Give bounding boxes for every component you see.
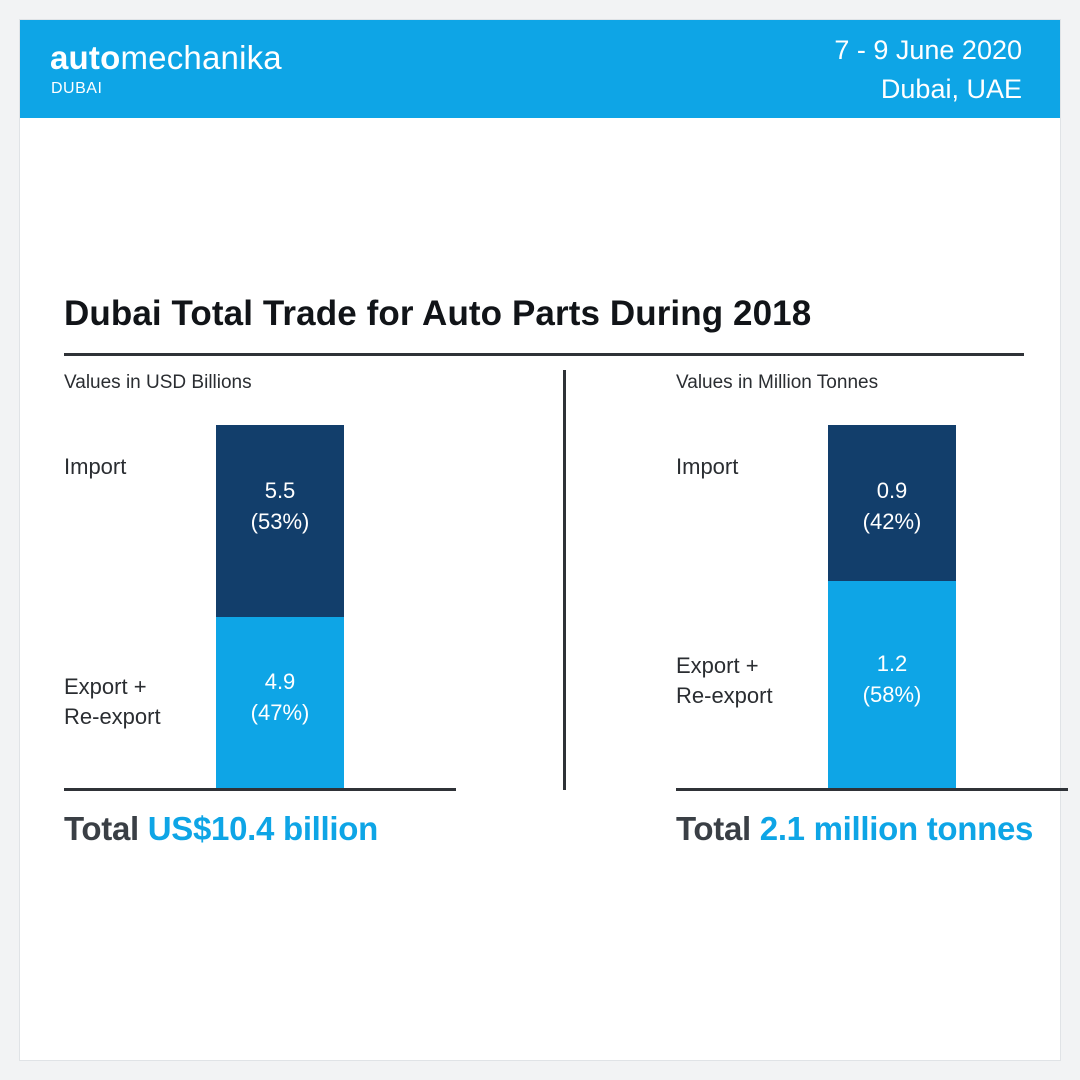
import-label: Import bbox=[676, 454, 739, 479]
brand-light: mechanika bbox=[120, 39, 282, 76]
header-banner: automechanika DUBAI 7 - 9 June 2020 Duba… bbox=[20, 20, 1060, 118]
baseline bbox=[676, 788, 1068, 791]
import-percent: (42%) bbox=[862, 509, 922, 534]
import-bar: 0.9 (42%) bbox=[828, 425, 956, 581]
export-label: Export + Re-export bbox=[676, 653, 773, 708]
import-value-label: 0.9 (42%) bbox=[828, 475, 956, 537]
title-rule bbox=[64, 353, 1024, 356]
import-bar: 5.5 (53%) bbox=[216, 425, 344, 617]
unit-label: Values in USD Billions bbox=[64, 372, 252, 393]
total-word: Total bbox=[64, 810, 139, 847]
baseline bbox=[64, 788, 456, 791]
import-percent: (53%) bbox=[250, 509, 310, 534]
import-value: 5.5 bbox=[264, 478, 296, 503]
export-value-label: 4.9 (47%) bbox=[216, 666, 344, 728]
event-location: Dubai, UAE bbox=[880, 74, 1022, 104]
brand-bold: auto bbox=[50, 39, 121, 76]
total-word: Total bbox=[676, 810, 751, 847]
unit-label: Values in Million Tonnes bbox=[676, 372, 879, 393]
infographic-card: automechanika DUBAI 7 - 9 June 2020 Duba… bbox=[20, 20, 1068, 1060]
brand-logo: automechanika bbox=[50, 40, 282, 76]
import-value: 0.9 bbox=[876, 478, 908, 503]
export-value: 1.2 bbox=[876, 650, 908, 676]
total-value: 2.1 million tonnes bbox=[759, 810, 1034, 847]
export-value-label: 1.2 (58%) bbox=[828, 648, 956, 710]
export-value: 4.9 bbox=[264, 668, 296, 694]
export-percent: (58%) bbox=[862, 681, 922, 707]
tonnes-panel: Values in Million Tonnes Import Export +… bbox=[676, 20, 1076, 1060]
export-bar: 4.9 (47%) bbox=[216, 617, 344, 788]
import-value-label: 5.5 (53%) bbox=[216, 475, 344, 537]
brand-subtitle: DUBAI bbox=[51, 80, 103, 97]
total-line: Total US$10.4 billion bbox=[64, 810, 378, 848]
panel-divider bbox=[563, 370, 566, 790]
total-value: US$10.4 billion bbox=[147, 810, 379, 847]
export-percent: (47%) bbox=[250, 699, 310, 725]
export-label: Export + Re-export bbox=[64, 674, 161, 729]
import-label: Import bbox=[64, 454, 127, 479]
chart-title: Dubai Total Trade for Auto Parts During … bbox=[64, 294, 812, 333]
event-date: 7 - 9 June 2020 bbox=[834, 35, 1022, 65]
total-line: Total 2.1 million tonnes bbox=[676, 810, 1033, 848]
export-bar: 1.2 (58%) bbox=[828, 581, 956, 788]
usd-panel: Values in USD Billions Import Export + R… bbox=[64, 20, 464, 1060]
